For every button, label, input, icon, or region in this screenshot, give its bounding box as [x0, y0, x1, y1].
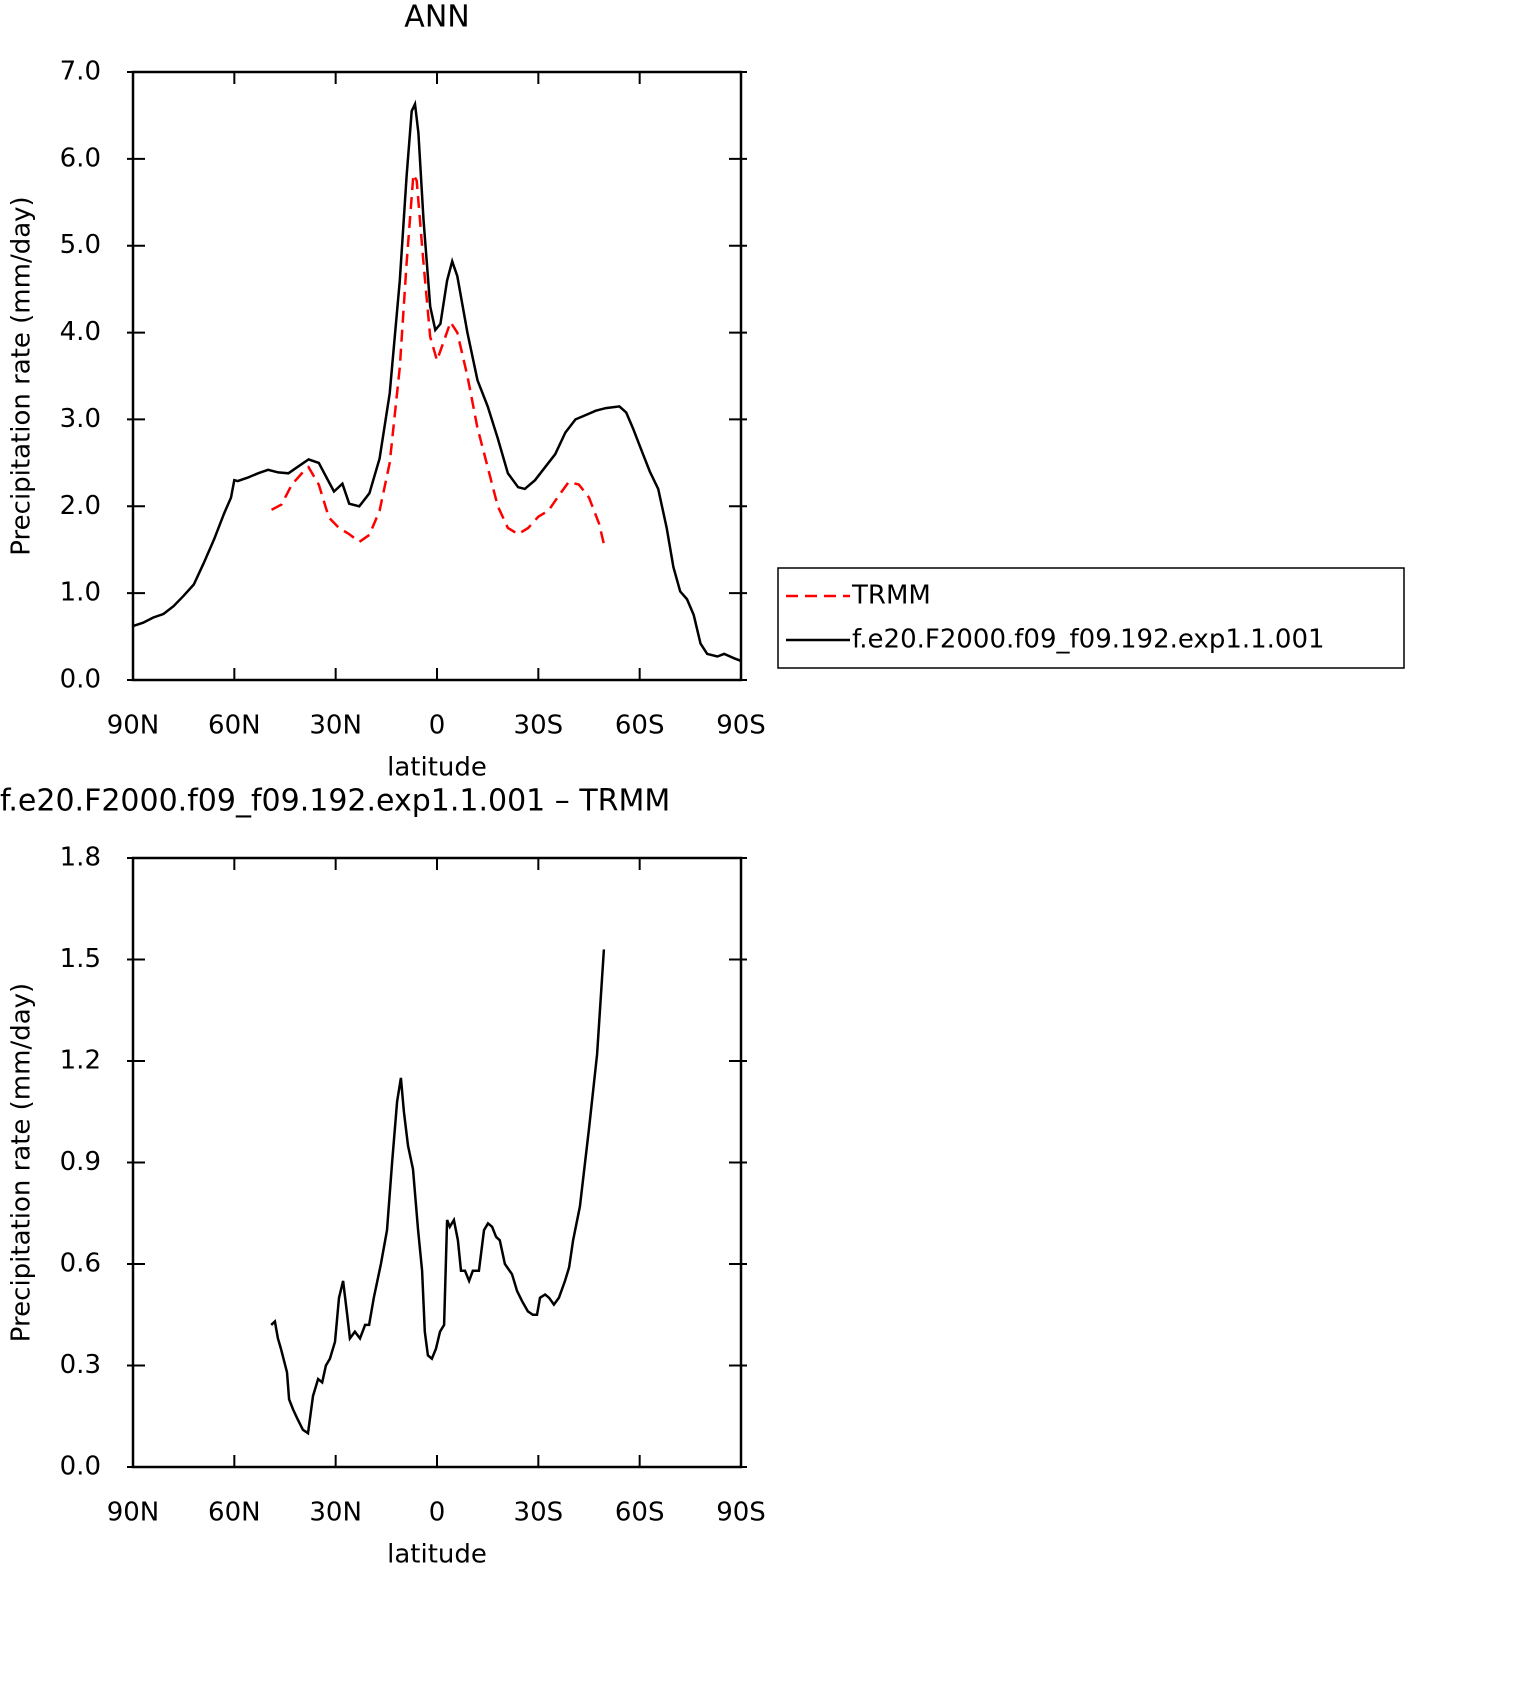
y-tick-label: 1.2: [60, 1046, 101, 1076]
y-tick-label: 2.0: [60, 491, 101, 521]
x-axis-label: latitude: [387, 753, 487, 783]
y-axis-label: Precipitation rate (mm/day): [7, 196, 37, 555]
y-tick-label: 0.0: [60, 665, 101, 695]
plot-frame: [131, 856, 743, 1469]
legend-label: TRMM: [851, 581, 931, 611]
x-tick-label: 0: [429, 711, 446, 741]
x-tick-label: 90N: [107, 711, 160, 741]
y-axis-label: Precipitation rate (mm/day): [7, 983, 37, 1342]
x-tick-label: 0: [429, 1498, 446, 1528]
x-tick-label: 30S: [514, 711, 564, 741]
y-tick-label: 3.0: [60, 404, 101, 434]
data-line: [270, 949, 606, 1436]
y-tick-label: 7.0: [60, 57, 101, 87]
data-line: [132, 99, 742, 663]
y-tick-label: 0.0: [60, 1452, 101, 1482]
y-tick-label: 4.0: [60, 317, 101, 347]
legend-label: f.e20.F2000.f09_f09.192.exp1.1.001: [852, 625, 1325, 655]
x-tick-label: 60S: [615, 711, 665, 741]
y-tick-label: 5.0: [60, 230, 101, 260]
y-tick-label: 0.3: [60, 1350, 101, 1380]
x-tick-label: 90N: [107, 1498, 160, 1528]
x-tick-label: 90S: [716, 711, 766, 741]
y-tick-label: 1.0: [60, 578, 101, 608]
y-tick-label: 1.8: [60, 843, 101, 873]
x-tick-label: 30S: [514, 1498, 564, 1528]
x-tick-label: 60N: [208, 711, 261, 741]
y-tick-label: 0.9: [60, 1147, 101, 1177]
x-tick-label: 30N: [309, 1498, 362, 1528]
y-tick-label: 6.0: [60, 143, 101, 173]
x-tick-label: 90S: [716, 1498, 766, 1528]
chart-title: f.e20.F2000.f09_f09.192.exp1.1.001 – TRM…: [0, 784, 670, 819]
x-tick-label: 60S: [615, 1498, 665, 1528]
x-axis-label: latitude: [387, 1540, 487, 1570]
legend-box: [777, 567, 1405, 669]
x-tick-label: 30N: [309, 711, 362, 741]
y-tick-label: 1.5: [60, 944, 101, 974]
y-tick-label: 0.6: [60, 1249, 101, 1279]
plot-frame: [131, 70, 743, 682]
x-tick-label: 60N: [208, 1498, 261, 1528]
data-line: [270, 170, 606, 546]
chart-title: ANN: [404, 0, 469, 35]
